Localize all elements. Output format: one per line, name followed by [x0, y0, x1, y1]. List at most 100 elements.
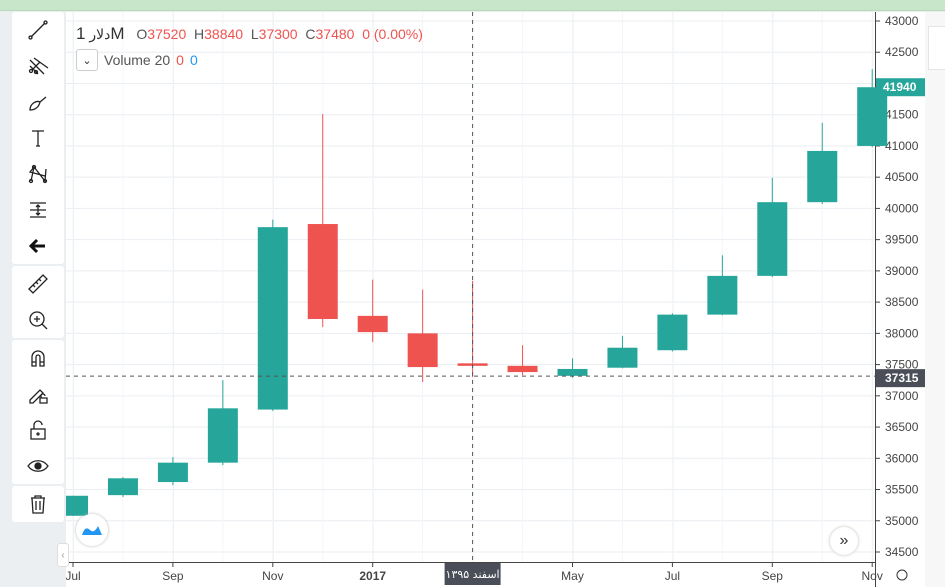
chart-container[interactable]: 34500 35000 35500 36000 36500 37000 37500 38000… [66, 12, 925, 587]
settings-icon[interactable] [896, 569, 908, 581]
text-icon [32, 130, 44, 147]
prediction-icon [30, 202, 46, 218]
zoom-in-tool[interactable] [12, 302, 64, 338]
time-tick-label: 2017 [359, 569, 386, 583]
tool-group-options [12, 340, 64, 484]
candle-body[interactable] [857, 87, 888, 146]
candle-body[interactable] [407, 333, 438, 368]
price-tick-label: 41500 [885, 108, 919, 122]
tool-group-drawing [12, 12, 64, 264]
time-tick-label: Jul [665, 569, 680, 583]
price-tick-label: 37000 [885, 389, 919, 403]
candle-body[interactable] [157, 462, 188, 483]
price-tick-label: 35500 [885, 483, 919, 497]
text-tool[interactable] [12, 120, 64, 156]
volume-value-2: 0 [189, 52, 198, 68]
open-value: 37520 [147, 26, 187, 42]
candle-body[interactable] [207, 408, 238, 463]
low-label: L [250, 26, 259, 42]
pattern-icon [28, 164, 48, 184]
volume-label: Volume 20 [104, 52, 171, 68]
price-tick-label: 36500 [885, 420, 919, 434]
tool-group-delete [12, 486, 64, 522]
candlestick-chart[interactable]: 34500 35000 35500 36000 36500 37000 37500 38000… [66, 12, 925, 587]
pitchfork-icon [28, 57, 49, 75]
prediction-tool[interactable] [12, 192, 64, 228]
candle-body[interactable] [657, 314, 688, 351]
ruler-tool[interactable] [12, 266, 64, 302]
candle-body[interactable] [557, 368, 588, 376]
trash-icon [31, 495, 45, 514]
last-price-box [876, 78, 925, 97]
price-tick-label: 38500 [885, 295, 919, 309]
brush-icon [29, 96, 47, 111]
tool-group-measure [12, 266, 64, 338]
high-value: 38840 [204, 26, 244, 42]
tradingview-logo[interactable] [76, 514, 108, 546]
pattern-tool[interactable] [12, 156, 64, 192]
lock-drawings-tool[interactable] [12, 376, 64, 412]
trend-line-icon [28, 20, 48, 40]
time-tick-label: May [561, 569, 584, 583]
price-tick-label: 38000 [885, 326, 919, 340]
price-tick-label: 34500 [885, 545, 919, 559]
low-value: 37300 [258, 26, 298, 42]
ruler-icon [28, 274, 48, 294]
crosshair-price-box [876, 369, 925, 388]
timeframe[interactable]: 1M [76, 24, 125, 43]
lock-drawing-icon [29, 389, 48, 404]
eye-icon [27, 460, 49, 472]
price-tick-label: 39500 [885, 233, 919, 247]
candle-body[interactable] [107, 478, 138, 496]
price-tick-label: 39000 [885, 264, 919, 278]
candle-body[interactable] [607, 347, 638, 368]
close-label: C [305, 26, 316, 42]
price-tick-label: 40000 [885, 201, 919, 215]
volume-legend: ⌄ Volume 20 0 0 [76, 49, 198, 71]
collapse-toolbar-button[interactable]: ‹ [57, 543, 69, 567]
open-label: O [136, 26, 148, 42]
candle-body[interactable] [507, 365, 538, 373]
crosshair-time-box [444, 563, 501, 585]
change-value: 0 (0.00%) [362, 26, 423, 42]
price-tick-label: 37500 [885, 358, 919, 372]
lock-tool[interactable] [12, 412, 64, 448]
drawing-toolbar [12, 12, 64, 587]
candle-body[interactable] [707, 275, 738, 315]
right-panel [925, 12, 945, 587]
brush-tool[interactable] [12, 84, 64, 120]
scroll-to-realtime-button[interactable]: » [830, 527, 858, 555]
last-price-label: 41940 [883, 80, 917, 94]
magnet-tool[interactable] [12, 340, 64, 376]
collapse-legend-button[interactable]: ⌄ [76, 49, 98, 71]
zoom-in-icon [29, 311, 48, 330]
candle-body[interactable] [357, 315, 388, 333]
ohlc-legend: دلار 1M O37520 H38840 L37300 C37480 0 (0… [76, 24, 423, 44]
symbol-name[interactable]: دلار [89, 26, 111, 42]
delete-tool[interactable] [12, 486, 64, 522]
candle-body[interactable] [757, 202, 788, 276]
time-tick-label: Sep [762, 569, 784, 583]
lock-icon [30, 420, 46, 440]
back-arrow-icon [28, 238, 45, 254]
hide-tool[interactable] [12, 448, 64, 484]
back-tool[interactable] [12, 228, 64, 264]
candle-body[interactable] [66, 495, 88, 516]
candle-body[interactable] [807, 150, 838, 203]
price-tick-label: 36000 [885, 451, 919, 465]
time-tick-label: Nov [262, 569, 283, 583]
price-tick-label: 35000 [885, 514, 919, 528]
right-panel-widget[interactable] [928, 26, 945, 70]
pitchfork-tool[interactable] [12, 48, 64, 84]
logo-icon [82, 526, 102, 535]
magnet-icon [31, 350, 45, 367]
close-value: 37480 [315, 26, 355, 42]
candle-body[interactable] [257, 227, 288, 410]
price-tick-label: 42500 [885, 45, 919, 59]
price-tick-label: 41000 [885, 139, 919, 153]
crosshair-time-label: اسفند ۱۳۹۵ [446, 568, 500, 581]
crosshair-price-label: 37315 [885, 371, 919, 385]
candle-body[interactable] [307, 224, 338, 319]
volume-value-1: 0 [176, 52, 184, 68]
trend-line-tool[interactable] [12, 12, 64, 48]
